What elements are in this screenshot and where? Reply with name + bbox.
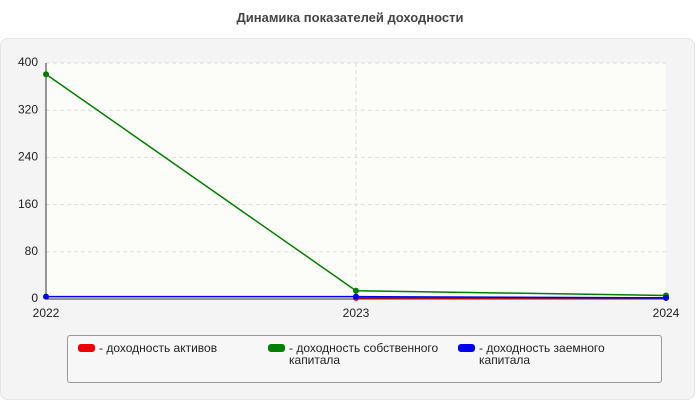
data-point <box>353 287 359 294</box>
y-tick-label: 400 <box>18 55 38 69</box>
y-tick-label: 240 <box>18 150 38 164</box>
y-tick-label: 160 <box>18 197 38 211</box>
chart-title: Динамика показателей доходности <box>236 10 464 25</box>
legend-swatch <box>78 344 95 352</box>
data-point <box>663 294 669 301</box>
y-tick-label: 0 <box>31 291 38 305</box>
x-tick-label: 2023 <box>343 306 370 320</box>
y-tick-label: 80 <box>25 244 39 258</box>
legend-label: - доходность собственного капитала <box>289 341 439 367</box>
legend-item: - доходность заемного капитала <box>458 342 648 382</box>
legend-label: - доходность заемного капитала <box>479 341 605 367</box>
legend: - доходность активов - доходность собстве… <box>67 335 662 383</box>
x-tick-label: 2022 <box>33 306 60 320</box>
legend-item: - доходность активов <box>78 342 268 382</box>
y-tick-label: 320 <box>18 102 38 116</box>
legend-swatch <box>268 344 285 352</box>
x-tick-label: 2024 <box>653 306 680 320</box>
data-point <box>43 71 49 78</box>
legend-swatch <box>458 344 475 352</box>
legend-item: - доходность собственного капитала <box>268 342 458 382</box>
data-point <box>353 293 359 300</box>
data-point <box>43 293 49 300</box>
legend-label: - доходность активов <box>99 341 218 355</box>
